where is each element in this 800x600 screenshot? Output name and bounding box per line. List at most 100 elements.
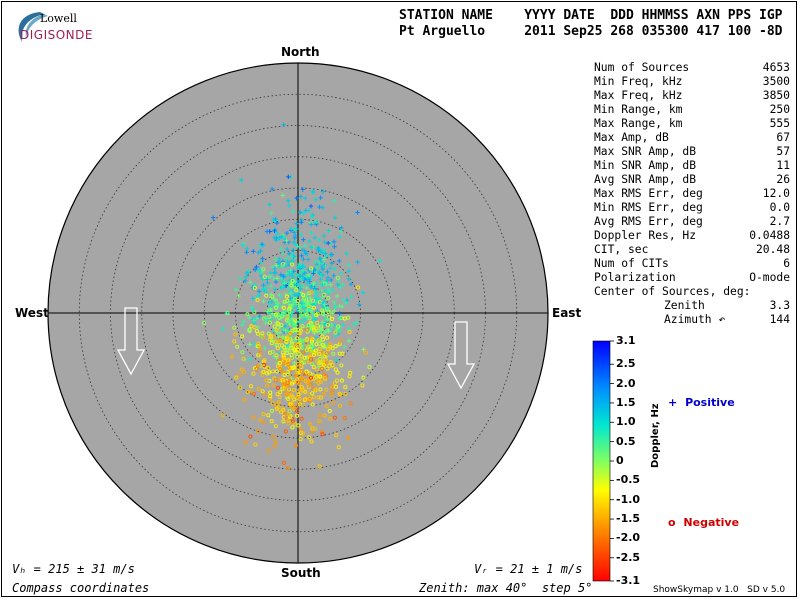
source-point-positive: [318, 326, 324, 331]
source-point-negative: [316, 395, 321, 400]
source-point-negative: [235, 344, 240, 349]
source-point-positive: [251, 318, 256, 323]
source-point-positive: [339, 304, 345, 309]
source-point-negative: [278, 390, 283, 395]
source-point-negative: [314, 367, 320, 372]
source-point-positive: [298, 194, 303, 199]
source-point-negative: [267, 320, 272, 325]
source-point-negative: [201, 321, 207, 326]
source-point-positive: [346, 269, 351, 274]
source-point-negative: [324, 387, 329, 392]
source-point-positive: [294, 221, 299, 226]
source-point-negative: [324, 404, 329, 409]
source-point-negative: [308, 382, 313, 387]
source-point-positive: [286, 239, 292, 245]
source-point-positive: [288, 296, 293, 301]
source-point-negative: [230, 354, 235, 359]
source-point-negative: [248, 384, 254, 389]
source-point-positive: [250, 317, 256, 322]
source-point-positive: [337, 258, 342, 264]
source-point-negative: [275, 346, 280, 351]
source-point-positive: [346, 276, 351, 282]
stat-value: 12.0: [762, 187, 790, 200]
source-point-negative: [282, 372, 287, 377]
source-point-negative: [320, 366, 325, 371]
source-point-negative: [304, 327, 310, 332]
source-point-negative: [317, 352, 322, 357]
source-point-positive: [252, 320, 257, 326]
source-point-positive: [335, 293, 340, 299]
source-point-negative: [308, 353, 313, 358]
source-point-positive: [320, 189, 326, 194]
source-point-negative: [297, 352, 302, 357]
source-point-positive: [220, 326, 226, 332]
source-point-positive: [326, 240, 331, 246]
source-point-positive: [335, 282, 341, 287]
source-point-negative: [273, 312, 278, 317]
source-point-negative: [288, 402, 293, 407]
source-point-positive: [265, 277, 270, 282]
source-point-positive: [293, 233, 298, 239]
source-point-positive: [261, 298, 266, 304]
stat-value: 555: [769, 117, 790, 130]
source-point-negative: [321, 343, 326, 348]
source-point-negative: [318, 387, 323, 392]
source-point-positive: [267, 301, 272, 306]
source-point-negative: [290, 416, 295, 422]
source-point-positive: [278, 285, 283, 291]
source-point-negative: [288, 331, 293, 336]
source-point-negative: [252, 325, 257, 330]
source-point-negative: [245, 389, 250, 395]
source-point-positive: [308, 284, 314, 290]
source-point-negative: [337, 391, 342, 396]
source-point-negative: [310, 298, 316, 303]
stat-label: Center of Sources, deg:: [594, 285, 751, 298]
source-point-positive: [341, 297, 346, 303]
source-point-positive: [244, 270, 250, 276]
source-point-negative: [312, 326, 317, 331]
source-point-negative: [333, 384, 339, 390]
source-point-positive: [306, 208, 311, 213]
source-point-negative: [277, 338, 282, 343]
source-point-negative: [262, 364, 267, 369]
coordinate-system: Compass coordinates: [12, 581, 150, 595]
source-point-negative: [322, 413, 327, 418]
source-point-negative: [334, 378, 340, 383]
source-point-negative: [328, 359, 333, 365]
source-point-positive: [288, 268, 293, 273]
source-point-negative: [310, 391, 315, 396]
stat-value: 6: [783, 257, 790, 270]
source-point-negative: [285, 466, 290, 471]
source-point-negative: [306, 373, 311, 378]
source-point-negative: [266, 448, 271, 453]
source-point-negative: [281, 362, 286, 367]
source-point-negative: [258, 345, 263, 350]
source-point-positive: [321, 233, 327, 239]
source-point-positive: [248, 280, 253, 285]
source-point-negative: [299, 427, 304, 432]
source-point-positive: [292, 279, 298, 284]
source-point-positive: [326, 228, 331, 233]
source-point-negative: [363, 350, 368, 355]
source-point-negative: [304, 369, 309, 374]
source-point-negative: [267, 396, 273, 401]
source-point-positive: [320, 272, 326, 278]
source-point-negative: [287, 374, 292, 379]
source-point-negative: [261, 420, 266, 425]
source-point-negative: [297, 402, 302, 407]
stat-row: Center of Sources, deg:: [594, 285, 790, 299]
legend-positive-label: Positive: [685, 396, 735, 409]
source-point-positive: [251, 341, 257, 347]
source-point-negative: [339, 363, 344, 368]
source-point-positive: [240, 242, 246, 248]
source-point-positive: [333, 305, 338, 310]
source-point-positive: [300, 187, 305, 192]
source-point-positive: [279, 312, 284, 317]
source-point-positive: [260, 287, 266, 292]
source-point-positive: [295, 244, 300, 249]
source-point-negative: [286, 384, 291, 389]
source-point-negative: [280, 343, 285, 348]
source-point-negative: [268, 333, 273, 338]
source-point-positive: [276, 334, 282, 340]
source-point-negative: [316, 338, 321, 343]
